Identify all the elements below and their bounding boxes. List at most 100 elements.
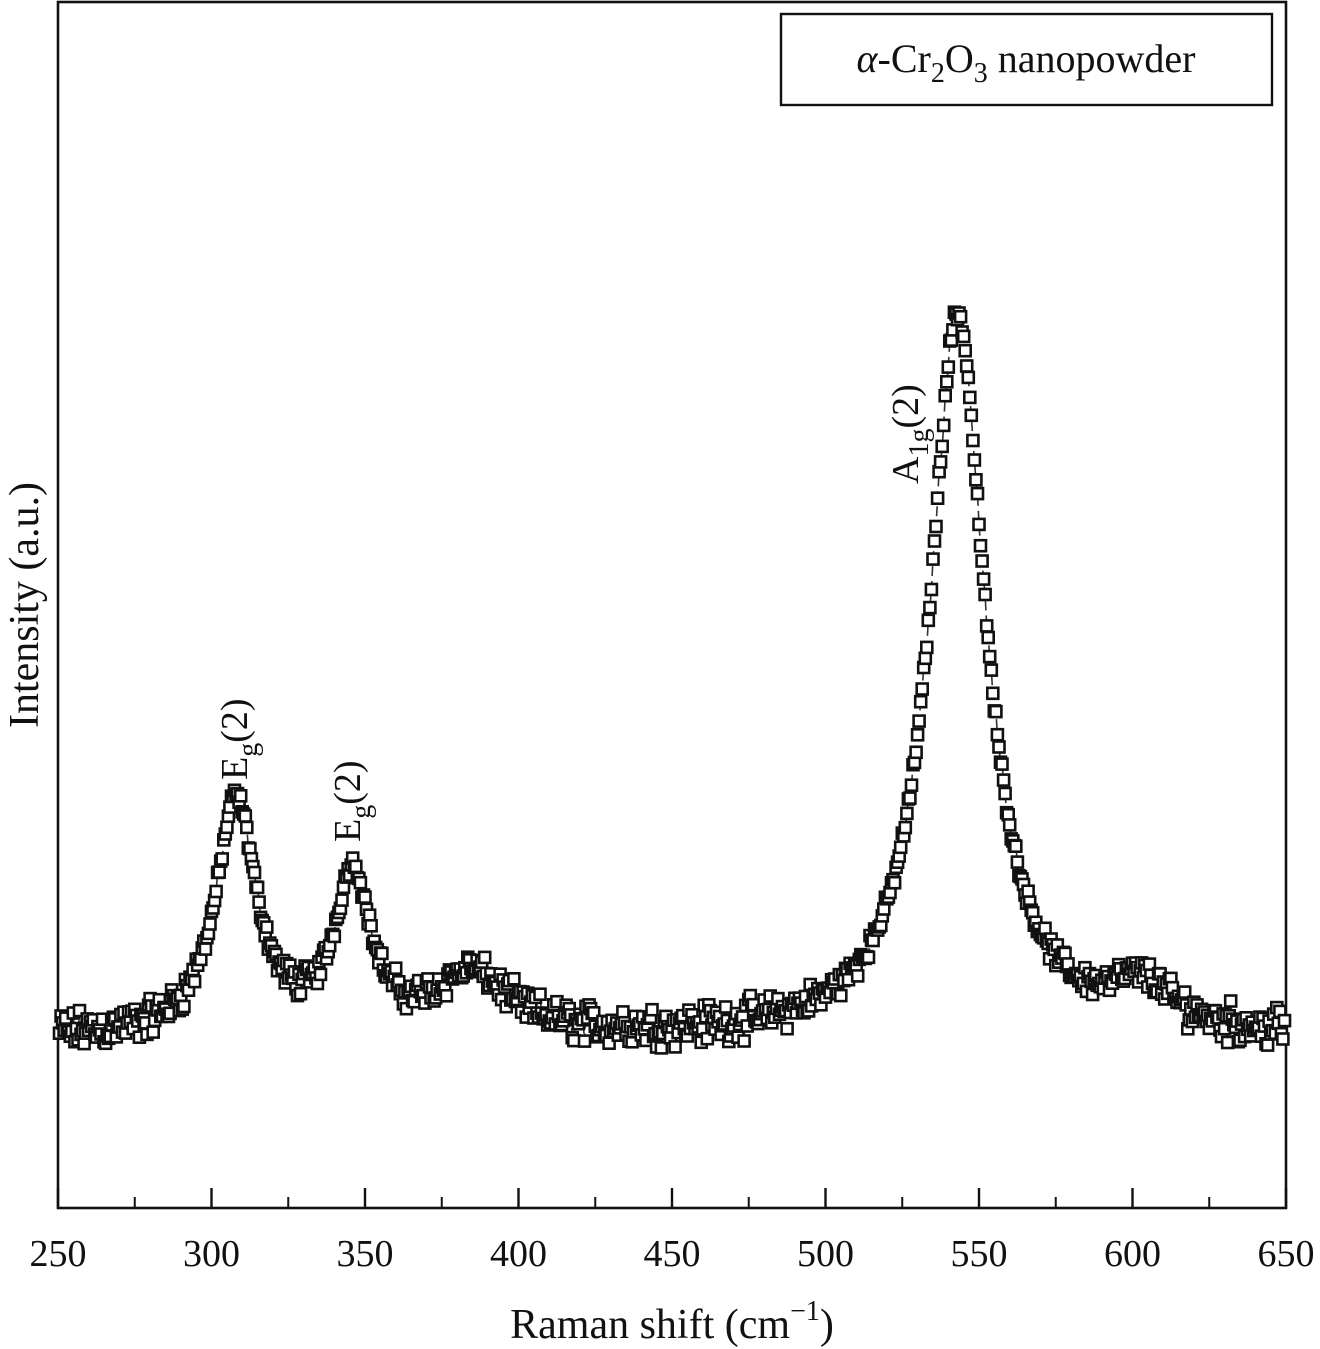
data-point	[1277, 1013, 1292, 1028]
data-point	[935, 439, 950, 454]
data-point	[1021, 884, 1035, 899]
data-point	[1008, 839, 1023, 854]
data-point	[904, 778, 919, 793]
data-point	[187, 974, 202, 989]
data-point	[964, 408, 979, 423]
data-point	[926, 552, 940, 566]
data-point	[240, 820, 254, 835]
data-point	[918, 651, 933, 666]
peak-label-a1g2-543: A1g(2)	[885, 384, 935, 484]
data-point	[209, 884, 223, 899]
data-point	[220, 820, 234, 835]
data-point	[577, 1034, 592, 1048]
x-tick-label: 650	[1258, 1233, 1315, 1275]
data-point	[969, 472, 983, 487]
spectrum-line	[58, 310, 1286, 1048]
data-point	[887, 875, 902, 890]
x-axis-ticks: 250 300 350 400 450 500 550 600 650	[30, 1188, 1315, 1275]
data-point	[250, 880, 265, 895]
data-point	[976, 572, 991, 586]
data-point	[929, 519, 943, 534]
data-point	[668, 1040, 682, 1054]
data-point	[910, 727, 925, 742]
data-point	[903, 791, 917, 805]
data-point	[909, 745, 923, 760]
data-point	[912, 714, 926, 728]
data-point	[930, 491, 945, 506]
data-point	[1038, 921, 1052, 936]
peak-label-eg2-308: Eg(2)	[214, 698, 264, 780]
x-tick-label: 450	[644, 1233, 701, 1275]
data-point	[533, 987, 547, 1002]
data-point	[996, 773, 1011, 787]
data-point	[972, 517, 986, 532]
data-point	[700, 1031, 715, 1046]
data-point	[348, 859, 363, 874]
data-point	[959, 359, 974, 373]
data-point	[979, 619, 994, 633]
data-point	[203, 917, 217, 931]
data-point	[998, 786, 1012, 801]
x-axis-title: Raman shift (cm−1)	[510, 1296, 834, 1348]
data-point	[936, 418, 951, 433]
data-point	[915, 682, 930, 696]
data-point	[146, 1025, 160, 1039]
data-point	[981, 630, 996, 645]
data-point	[1002, 818, 1017, 832]
data-point	[1010, 855, 1025, 869]
data-point	[978, 587, 992, 602]
data-point	[375, 946, 389, 961]
data-point	[616, 1005, 630, 1019]
data-point	[654, 1041, 669, 1055]
x-tick-label: 350	[337, 1233, 394, 1275]
data-point	[566, 1033, 581, 1048]
y-axis-title: Intensity (a.u.)	[2, 482, 48, 728]
data-point	[247, 865, 262, 880]
data-point	[177, 999, 191, 1014]
data-point	[921, 613, 936, 628]
data-point	[215, 852, 229, 866]
x-tick-label: 550	[951, 1233, 1008, 1275]
data-point	[388, 961, 403, 976]
data-point	[313, 967, 328, 982]
data-point	[961, 370, 976, 385]
x-tick-label: 300	[183, 1233, 240, 1275]
data-point	[364, 918, 378, 933]
data-point	[990, 727, 1005, 742]
x-tick-label: 500	[797, 1233, 854, 1275]
data-point	[898, 820, 913, 835]
data-point	[1220, 1035, 1235, 1050]
data-point	[353, 875, 368, 890]
data-point	[358, 890, 372, 904]
data-point	[992, 740, 1006, 754]
data-point	[238, 809, 253, 823]
data-point	[939, 374, 954, 389]
data-point	[259, 920, 274, 934]
data-point	[956, 329, 971, 344]
legend-box	[779, 12, 1274, 107]
legend-label: α-Cr2O3 nanopowder	[857, 36, 1196, 89]
x-tick-label: 250	[30, 1233, 87, 1275]
data-point	[984, 663, 999, 677]
data-point	[962, 390, 977, 405]
data-point	[913, 694, 928, 709]
data-point	[252, 895, 266, 909]
data-point	[850, 969, 865, 983]
data-point	[970, 486, 985, 501]
data-point	[586, 1005, 601, 1020]
data-point	[212, 865, 226, 879]
data-point	[982, 649, 997, 664]
data-point	[933, 455, 948, 469]
data-point	[938, 388, 953, 403]
data-point	[293, 986, 308, 1001]
data-point	[198, 942, 213, 956]
data-point	[900, 806, 914, 821]
data-point	[327, 929, 342, 944]
data-point	[995, 757, 1009, 771]
data-point	[507, 971, 521, 986]
data-point	[737, 1034, 751, 1048]
data-point	[975, 554, 989, 568]
data-point	[973, 538, 988, 553]
data-point	[335, 893, 349, 907]
